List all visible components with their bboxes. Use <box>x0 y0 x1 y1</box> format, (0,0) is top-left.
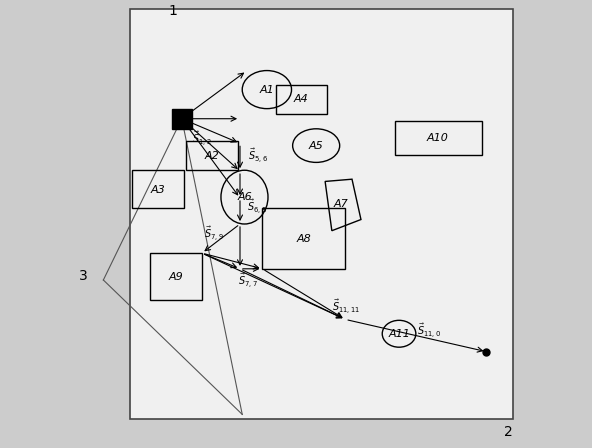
Text: $\vec{S}_{5,6}$: $\vec{S}_{5,6}$ <box>247 146 268 165</box>
Text: A8: A8 <box>296 234 311 244</box>
Bar <box>276 85 327 114</box>
Text: A2: A2 <box>204 151 219 161</box>
Text: $\vec{S}_{11,0}$: $\vec{S}_{11,0}$ <box>417 321 441 340</box>
Bar <box>262 208 345 269</box>
Text: A4: A4 <box>294 95 309 104</box>
Text: A6: A6 <box>237 192 252 202</box>
Bar <box>130 9 513 419</box>
Bar <box>186 141 238 170</box>
Bar <box>150 253 202 300</box>
Text: A10: A10 <box>427 133 449 143</box>
Text: A3: A3 <box>150 185 165 194</box>
Text: $\vec{S}_{11,11}$: $\vec{S}_{11,11}$ <box>332 297 361 316</box>
Text: A7: A7 <box>333 199 348 209</box>
Text: A5: A5 <box>309 141 324 151</box>
Text: $\vec{S}_{6,8}$: $\vec{S}_{6,8}$ <box>247 198 267 216</box>
Text: 1: 1 <box>168 4 177 18</box>
Text: A11: A11 <box>388 329 410 339</box>
Bar <box>172 109 192 129</box>
Text: $\vec{S}_{7,9}$: $\vec{S}_{7,9}$ <box>204 224 224 243</box>
Bar <box>394 121 482 155</box>
Text: A9: A9 <box>169 272 184 282</box>
Text: $\vec{S}_{1,2}$: $\vec{S}_{1,2}$ <box>192 129 212 148</box>
Text: A1: A1 <box>259 85 274 95</box>
Text: 3: 3 <box>79 268 88 283</box>
Text: $\vec{S}_{7,7}$: $\vec{S}_{7,7}$ <box>238 271 258 290</box>
Text: 2: 2 <box>504 425 513 439</box>
Bar <box>133 170 184 208</box>
